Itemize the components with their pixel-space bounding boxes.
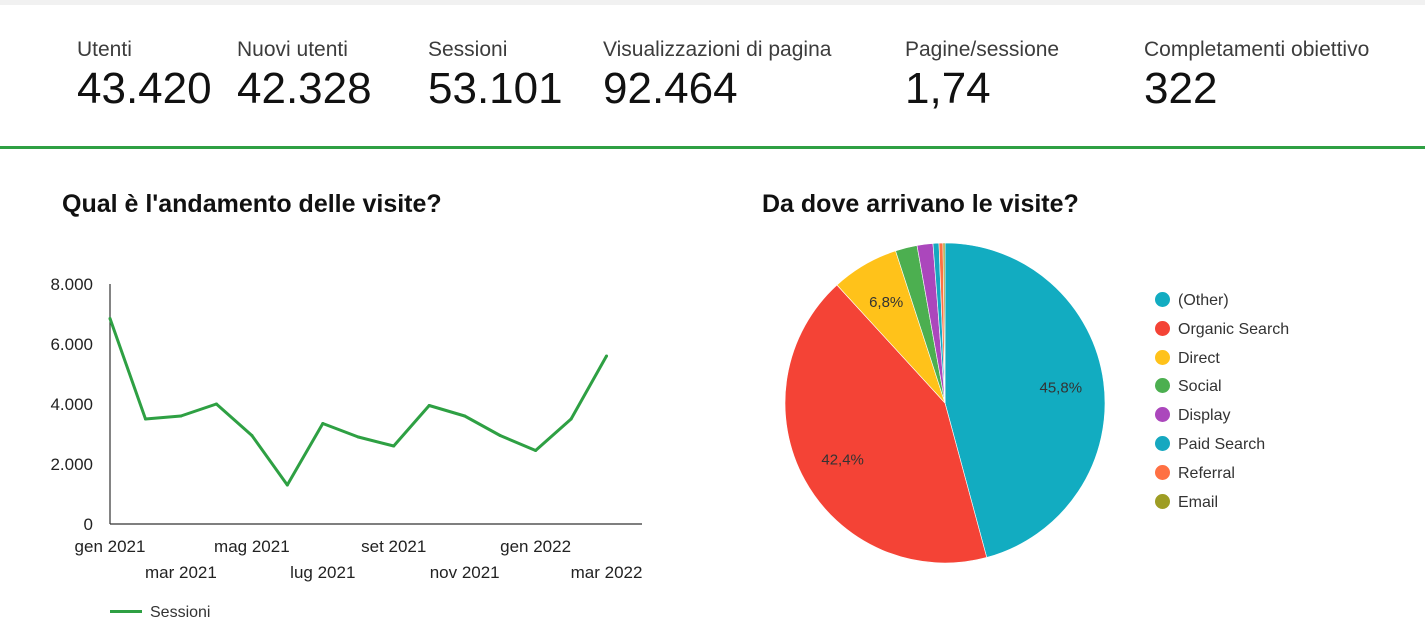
kpi-value: 1,74 [905,64,991,113]
legend-item: Organic Search [1155,320,1290,341]
pie-chart-title: Da dove arrivano le visite? [762,190,1079,218]
line-chart: 0 2.000 4.000 6.000 8.000 gen 2021 mar 2021 ma… [50,275,643,582]
legend-label: Social [1178,378,1222,396]
x-tick-label: lug 2021 [290,563,355,582]
data-point [498,434,502,437]
legend-dot [1155,436,1170,451]
legend-item: Direct [1155,349,1220,370]
kpi-label: Visualizzazioni di pagina [603,38,832,61]
kpi-value: 92.464 [603,64,738,113]
data-point [250,434,254,437]
pie-slice [942,242,946,404]
x-tick-label: mar 2021 [145,563,217,582]
y-tick-label: 4.000 [50,395,93,414]
kpi-completamenti: Completamenti obiettivo 322 [1144,38,1369,114]
legend-label-sessioni: Sessioni [150,604,211,621]
legend-label: Direct [1178,349,1220,367]
kpi-utenti: Utenti 43.420 [77,38,212,114]
data-point [108,317,112,320]
data-point [427,404,431,407]
kpi-value: 43.420 [77,64,212,113]
kpi-value: 42.328 [237,64,372,113]
pie-slice-label: 45,8% [1040,380,1083,397]
kpi-label: Nuovi utenti [237,38,348,61]
legend-label: Referral [1178,464,1235,482]
kpi-sessioni: Sessioni 53.101 [428,38,563,114]
legend-label: (Other) [1178,292,1229,309]
data-point [214,402,218,406]
legend-label: Organic Search [1178,320,1290,338]
top-strip [0,0,1425,5]
legend-item: (Other) [1155,292,1229,312]
legend-item: Paid Search [1155,436,1265,456]
kpi-nuovi-utenti: Nuovi utenti 42.328 [237,38,372,114]
kpi-label: Utenti [77,38,132,61]
data-point [392,444,396,448]
legend-label: Paid Search [1178,436,1266,453]
line-legend: Sessioni [110,604,210,622]
kpi-label: Sessioni [428,38,508,61]
kpi-value: 53.101 [428,64,563,113]
series-line-sessioni [108,318,608,487]
line-chart-title: Qual è l'andamento delle visite? [62,190,442,218]
data-point [356,435,360,439]
kpi-visualizzazioni: Visualizzazioni di pagina 92.464 [603,38,831,114]
data-point [179,414,183,418]
y-tick-label: 8.000 [50,275,93,294]
x-tick-label: nov 2021 [430,563,500,582]
x-tick-label: mag 2021 [214,537,290,556]
legend-item: Display [1155,407,1230,427]
kpi-label: Pagine/sessione [905,38,1060,61]
kpi-label: Completamenti obiettivo [1144,38,1370,61]
legend-item: Social [1155,378,1222,398]
pie-slice [944,242,1106,558]
y-tick-label: 6.000 [50,335,93,354]
y-tick-label: 0 [84,515,93,534]
legend-dot [1155,378,1170,394]
data-point [463,414,467,418]
y-tick-label: 2.000 [50,455,93,474]
x-tick-label: set 2021 [361,537,426,556]
legend-dot [1155,292,1170,307]
kpi-pagine-sessione: Pagine/sessione 1,74 [905,38,1059,114]
pie-slice [784,284,988,564]
data-point [321,422,325,425]
x-tick-label: gen 2022 [500,537,571,556]
legend-dot [1155,407,1170,423]
legend-item: Referral [1155,464,1235,485]
kpi-value: 322 [1144,64,1218,113]
legend-swatch [110,610,142,613]
legend-dot [1155,320,1170,336]
legend-dot [1155,464,1170,480]
legend-label: Email [1178,493,1219,511]
data-point [605,354,609,358]
data-point [143,417,147,421]
x-tick-label: gen 2021 [75,537,146,556]
data-point [534,449,538,452]
legend-item: Email [1155,493,1219,514]
data-point [285,483,289,487]
pie-slice-label: 6,8% [869,294,903,311]
legend-dot [1155,349,1170,365]
section-divider [0,146,1425,149]
legend-dot [1155,493,1170,509]
legend-label: Display [1178,407,1231,425]
pie-slice-label: 42,4% [821,451,864,468]
pie-chart: 45,8% 42,4% 6,8% [784,242,1106,564]
data-point [569,417,573,421]
x-tick-label: mar 2022 [571,563,643,582]
